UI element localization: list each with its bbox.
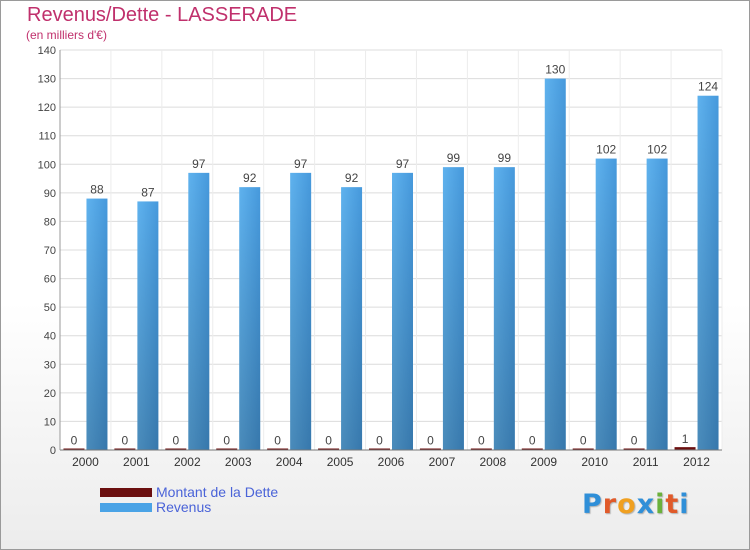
bar-dette [318, 448, 340, 450]
data-label-dette: 0 [172, 434, 179, 448]
y-tick-label: 90 [44, 188, 56, 200]
y-tick-label: 110 [38, 131, 56, 143]
bar-revenus-shade [239, 187, 261, 450]
data-label-revenus: 102 [596, 143, 616, 157]
data-label-revenus: 99 [447, 151, 461, 165]
data-label-dette: 0 [580, 434, 587, 448]
x-tick-label: 2007 [429, 455, 456, 469]
y-tick-label: 60 [44, 274, 56, 286]
logo-letter: x [636, 489, 656, 520]
bar-dette [216, 448, 238, 450]
bar-dette [419, 448, 441, 450]
data-label-dette: 0 [71, 434, 78, 448]
x-tick-label: 2009 [530, 455, 557, 469]
y-tick-label: 0 [50, 445, 56, 457]
bar-dette [165, 448, 187, 450]
bar-revenus-shade [341, 187, 363, 450]
x-tick-label: 2010 [581, 455, 608, 469]
data-label-dette: 0 [478, 434, 485, 448]
data-label-dette: 0 [631, 434, 638, 448]
x-tick-label: 2011 [633, 455, 659, 469]
data-label-revenus: 92 [243, 171, 257, 185]
x-tick-label: 2012 [683, 455, 710, 469]
y-tick-label: 100 [38, 159, 56, 171]
y-tick-label: 140 [38, 45, 56, 57]
x-tick-label: 2006 [378, 455, 405, 469]
bar-dette [470, 448, 492, 450]
data-label-revenus: 102 [647, 143, 667, 157]
bar-dette [572, 448, 594, 450]
legend-swatch-revenus [100, 503, 152, 512]
bar-revenus-shade [86, 198, 108, 450]
x-tick-label: 2002 [174, 455, 201, 469]
y-tick-label: 50 [44, 302, 56, 314]
x-tick-label: 2004 [276, 455, 303, 469]
data-label-dette: 0 [427, 434, 434, 448]
chart-title: Revenus/Dette - LASSERADE [27, 4, 298, 26]
logo-letter: o [617, 489, 637, 520]
y-tick-label: 80 [44, 216, 56, 228]
bar-revenus-shade [544, 78, 566, 451]
y-tick-label: 10 [44, 416, 56, 428]
bar-revenus-shade [290, 172, 312, 450]
data-label-revenus: 124 [698, 80, 718, 94]
legend-swatch-dette [100, 488, 152, 497]
x-tick-label: 2003 [225, 455, 252, 469]
bar-dette [369, 448, 390, 450]
logo-letter: t [665, 489, 680, 520]
bar-revenus-shade [646, 158, 668, 451]
logo-letter: i [655, 489, 666, 520]
x-tick-label: 2000 [72, 455, 99, 469]
bar-dette [623, 448, 645, 450]
logo-letter: P [582, 489, 603, 520]
data-label-dette: 0 [274, 434, 281, 448]
y-tick-label: 20 [44, 388, 56, 400]
logo-letter: r [602, 489, 618, 520]
data-label-revenus: 97 [396, 157, 410, 171]
bar-dette [674, 447, 696, 450]
x-tick-label: 2001 [123, 455, 150, 469]
bar-revenus-shade [442, 167, 464, 450]
data-label-dette: 1 [682, 432, 689, 446]
bar-dette [63, 448, 85, 450]
chart-subtitle: (en milliers d'€) [26, 28, 107, 42]
data-label-revenus: 92 [345, 171, 359, 185]
bar-revenus-shade [493, 167, 515, 450]
x-tick-label: 2008 [479, 455, 506, 469]
data-label-revenus: 99 [498, 151, 512, 165]
data-label-dette: 0 [223, 434, 230, 448]
proxiti-logo: Proxiti [582, 489, 690, 520]
data-label-dette: 0 [325, 434, 332, 448]
y-tick-label: 30 [44, 359, 56, 371]
legend-label-dette: Montant de la Dette [156, 484, 279, 500]
bar-revenus-shade [697, 95, 719, 450]
y-tick-label: 120 [38, 102, 56, 114]
y-tick-label: 130 [38, 74, 56, 86]
bar-revenus-shade [188, 172, 210, 450]
logo-letter: i [679, 489, 690, 520]
x-tick-label: 2005 [327, 455, 354, 469]
y-tick-label: 70 [44, 245, 56, 257]
bar-dette [521, 448, 543, 450]
data-label-revenus: 130 [545, 63, 565, 77]
data-label-revenus: 97 [192, 157, 206, 171]
data-label-revenus: 87 [141, 185, 155, 199]
data-label-dette: 0 [376, 434, 383, 448]
bar-dette [267, 448, 289, 450]
data-label-revenus: 97 [294, 157, 308, 171]
data-label-dette: 0 [529, 434, 536, 448]
legend-label-revenus: Revenus [156, 499, 212, 515]
y-tick-label: 40 [44, 331, 56, 343]
data-label-revenus: 88 [90, 183, 104, 197]
bar-revenus-shade [137, 201, 159, 450]
data-label-dette: 0 [122, 434, 129, 448]
bar-dette [114, 448, 136, 450]
bar-revenus-shade [595, 158, 617, 451]
bar-revenus-shade [392, 172, 413, 450]
